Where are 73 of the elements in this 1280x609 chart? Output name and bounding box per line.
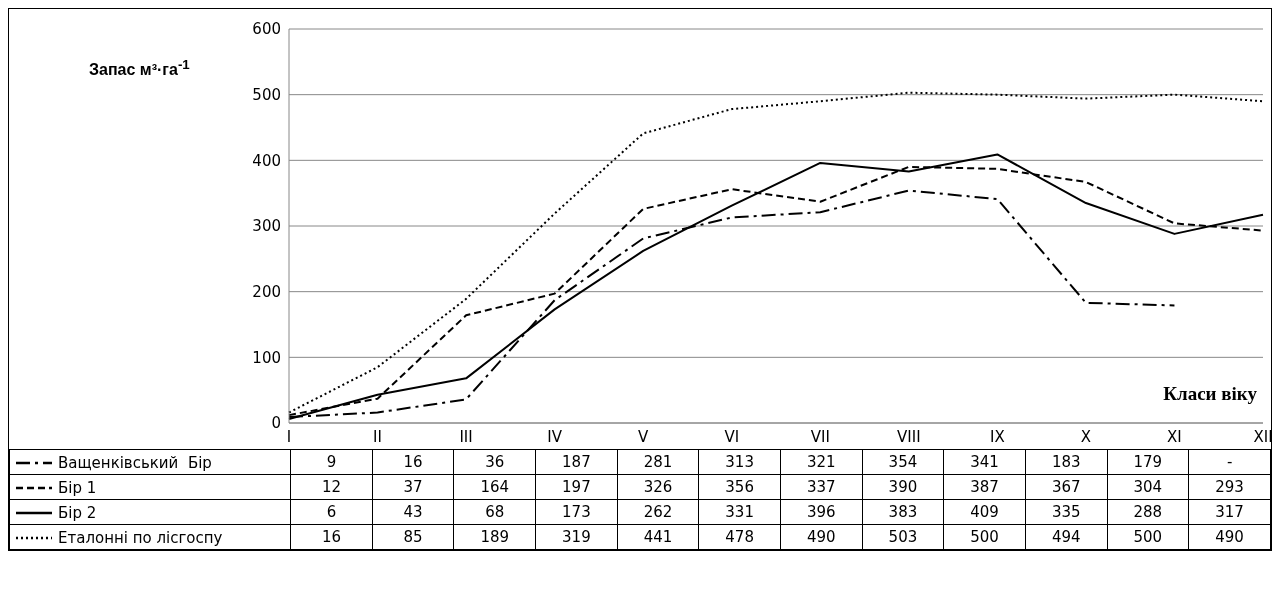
- data-label: 173: [535, 499, 618, 525]
- data-label: 288: [1107, 499, 1189, 525]
- x-axis-title: Класи віку: [1163, 383, 1257, 405]
- data-label: 281: [617, 449, 699, 475]
- data-label: 503: [862, 524, 944, 550]
- data-label: 500: [1107, 524, 1189, 550]
- data-label: 335: [1025, 499, 1108, 525]
- data-label: 189: [453, 524, 536, 550]
- x-tick-label: V: [638, 427, 650, 446]
- data-label: 37: [372, 474, 454, 500]
- data-label: 390: [862, 474, 944, 500]
- data-label: 16: [290, 524, 373, 550]
- data-label: 500: [943, 524, 1026, 550]
- data-label: 319: [535, 524, 618, 550]
- legend-label: Ващенківський Бір: [58, 454, 212, 472]
- x-tick-label: XI: [1167, 427, 1182, 446]
- data-label: 12: [290, 474, 373, 500]
- data-label: 43: [372, 499, 454, 525]
- x-tick-label: IV: [547, 427, 563, 446]
- data-label: 262: [617, 499, 699, 525]
- data-label: 383: [862, 499, 944, 525]
- data-label: 313: [698, 449, 781, 475]
- data-label: 36: [453, 449, 536, 475]
- data-label: 367: [1025, 474, 1108, 500]
- data-label: 396: [780, 499, 863, 525]
- data-label: 490: [1188, 524, 1271, 550]
- x-tick-label: VI: [724, 427, 740, 446]
- data-label: 478: [698, 524, 781, 550]
- x-tick-label: I: [286, 427, 292, 446]
- data-label: 6: [290, 499, 373, 525]
- y-tick-label: 400: [252, 151, 281, 170]
- data-label: 490: [780, 524, 863, 550]
- legend-label: Бір 2: [58, 504, 97, 522]
- x-tick-label: III: [459, 427, 473, 446]
- data-label: 293: [1188, 474, 1271, 500]
- data-label: 85: [372, 524, 454, 550]
- data-label: 68: [453, 499, 536, 525]
- data-label: 304: [1107, 474, 1189, 500]
- legend-label: Бір 1: [58, 479, 97, 497]
- data-label: 179: [1107, 449, 1189, 475]
- data-label: 337: [780, 474, 863, 500]
- data-label: 187: [535, 449, 618, 475]
- y-tick-label: 200: [252, 282, 281, 301]
- y-axis-title: Запас м³·га$^{-1}$: [89, 57, 190, 80]
- data-label: 164: [453, 474, 536, 500]
- x-tick-label: VIII: [897, 427, 921, 446]
- y-tick-label: 300: [252, 217, 281, 236]
- data-label: 494: [1025, 524, 1108, 550]
- data-label: 16: [372, 449, 454, 475]
- y-tick-label: 500: [252, 85, 281, 104]
- data-label: 317: [1188, 499, 1271, 525]
- data-label: 331: [698, 499, 781, 525]
- y-tick-label: 0: [271, 414, 281, 433]
- data-label: 354: [862, 449, 944, 475]
- y-tick-label: 100: [252, 348, 281, 367]
- data-label: 183: [1025, 449, 1108, 475]
- data-label: 387: [943, 474, 1026, 500]
- data-label: 341: [943, 449, 1026, 475]
- text: -: [1226, 453, 1233, 471]
- x-tick-label: II: [373, 427, 382, 446]
- data-label: 356: [698, 474, 781, 500]
- y-tick-label: 600: [252, 20, 281, 39]
- data-label: 441: [617, 524, 699, 550]
- x-tick-label: VII: [810, 427, 830, 446]
- data-label: 409: [943, 499, 1026, 525]
- data-label: 197: [535, 474, 618, 500]
- x-tick-label: X: [1080, 427, 1092, 446]
- x-tick-label: XII: [1253, 427, 1273, 446]
- x-tick-label: IX: [990, 427, 1005, 446]
- data-label: 321: [780, 449, 863, 475]
- legend-label: Еталонні по лісгоспу: [58, 529, 223, 547]
- data-label: 326: [617, 474, 699, 500]
- data-label: 9: [290, 449, 373, 475]
